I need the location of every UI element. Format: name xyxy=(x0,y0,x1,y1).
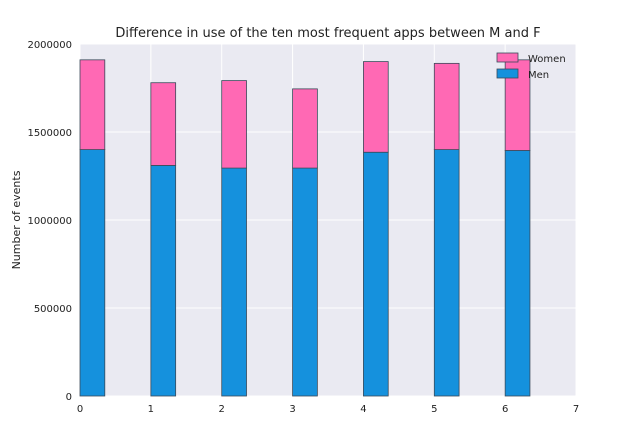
bar-men-4 xyxy=(363,151,389,397)
bar-women-4 xyxy=(363,61,389,153)
bar-men-6 xyxy=(504,150,531,397)
bar-men-3 xyxy=(292,167,318,397)
chart-title: Difference in use of the ten most freque… xyxy=(115,26,540,41)
bar-women-0 xyxy=(79,59,106,151)
y-tick-label: 1500000 xyxy=(27,128,72,139)
y-tick-labels: 0 500000 1000000 1500000 2000000 xyxy=(27,40,72,403)
x-tick-label: 6 xyxy=(502,404,508,415)
bar-women-1 xyxy=(150,82,177,166)
y-tick-label: 1000000 xyxy=(27,216,72,227)
bar-women-5 xyxy=(433,62,460,150)
legend-swatch-women xyxy=(496,52,519,63)
bars xyxy=(79,59,531,397)
legend-label-women: Women xyxy=(528,54,566,65)
x-tick-label: 0 xyxy=(77,404,83,415)
bar-women-2 xyxy=(221,80,247,169)
bar-men-2 xyxy=(221,167,247,397)
y-tick-label: 0 xyxy=(66,392,72,403)
bar-men-5 xyxy=(433,149,460,397)
x-tick-label: 5 xyxy=(431,404,437,415)
x-tick-labels: 0 1 2 3 4 5 6 7 xyxy=(77,404,579,415)
legend: Women Men xyxy=(496,52,566,81)
x-tick-label: 1 xyxy=(148,404,154,415)
y-tick-label: 500000 xyxy=(34,304,72,315)
legend-label-men: Men xyxy=(528,70,549,81)
x-tick-label: 3 xyxy=(289,404,295,415)
x-tick-label: 2 xyxy=(219,404,225,415)
y-tick-label: 2000000 xyxy=(27,40,72,51)
x-tick-label: 4 xyxy=(360,404,366,415)
x-tick-label: 7 xyxy=(573,404,579,415)
bar-men-0 xyxy=(79,149,106,397)
y-axis-label: Number of events xyxy=(10,170,23,269)
legend-swatch-men xyxy=(496,68,519,79)
bar-men-1 xyxy=(150,165,177,397)
bar-women-3 xyxy=(292,88,318,169)
